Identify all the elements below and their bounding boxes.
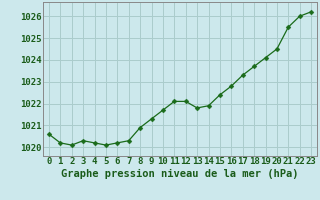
X-axis label: Graphe pression niveau de la mer (hPa): Graphe pression niveau de la mer (hPa)	[61, 169, 299, 179]
